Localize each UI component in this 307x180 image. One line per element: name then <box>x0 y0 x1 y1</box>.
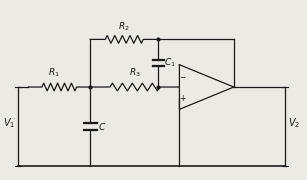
Text: $V_2$: $V_2$ <box>288 117 300 130</box>
Text: $C_1$: $C_1$ <box>164 57 176 69</box>
Text: $R_3$: $R_3$ <box>129 66 141 79</box>
Text: $C$: $C$ <box>98 121 107 132</box>
Text: $+$: $+$ <box>179 93 186 103</box>
Text: $-$: $-$ <box>179 71 186 80</box>
Text: $R_2$: $R_2$ <box>119 20 130 33</box>
Text: $R_1$: $R_1$ <box>48 66 60 79</box>
Text: $V_1$: $V_1$ <box>3 117 15 130</box>
